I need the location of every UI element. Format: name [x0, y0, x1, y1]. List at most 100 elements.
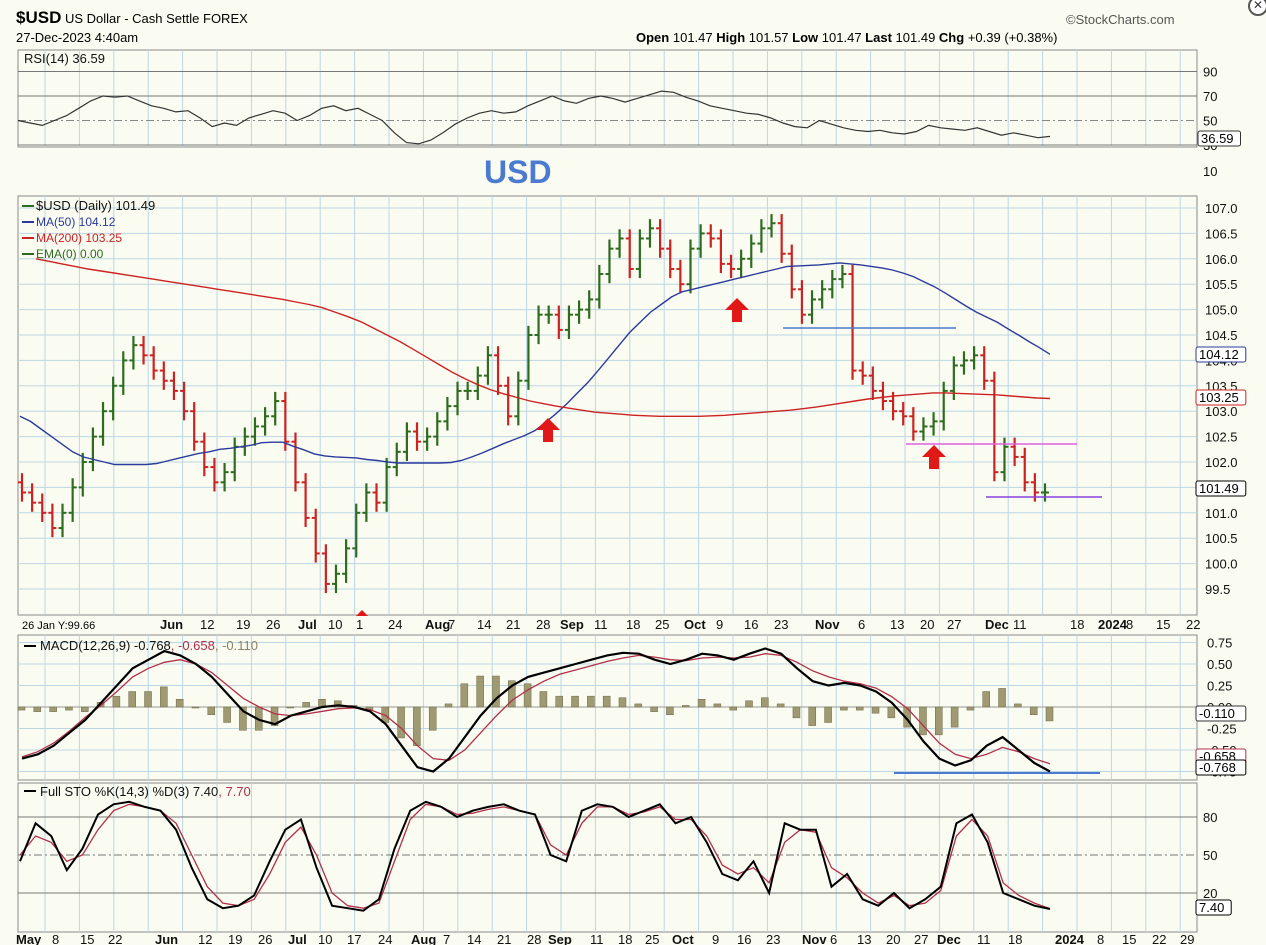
ma50-line [19, 262, 1051, 466]
macd-histogram-bar [175, 699, 184, 708]
macd-histogram-bar [666, 706, 674, 715]
macd-histogram-bar [476, 675, 484, 708]
price-last-tag-box [1195, 480, 1247, 497]
price-tick-label: 102.5 [1205, 430, 1238, 445]
x-tick-label: 20 [920, 617, 934, 632]
macd-histogram-bar [81, 706, 89, 712]
sto-legend: Full STO %K(14,3) %D(3) 7.40, 7.70 [40, 784, 251, 799]
rsi-tick-label: 10 [1203, 164, 1217, 179]
price-legend-2: MA(200) 103.25 [36, 231, 122, 245]
close-icon[interactable]: ✕ [1248, 0, 1266, 16]
price-tick-label: 100.0 [1205, 557, 1238, 572]
macd-histogram-bar [587, 695, 595, 708]
x-tick-label: 22 [1186, 617, 1200, 632]
date-tag: 26 Jan Y:99.66 [22, 620, 95, 632]
x-tick-label: Aug [425, 617, 450, 632]
sto-last-tag-box [1195, 899, 1232, 916]
price-legend-1: MA(50) 104.12 [36, 215, 116, 229]
bottom-x-tick-label: 25 [645, 932, 659, 945]
x-axis-strip [18, 616, 1197, 634]
macd-histogram-bar [191, 706, 200, 709]
x-tick-label: Jun [160, 617, 183, 632]
price-tick-label: 106.5 [1205, 226, 1238, 241]
chg-value: +0.39 (+0.38%) [967, 30, 1058, 45]
last-value: 101.49 [895, 30, 936, 45]
x-tick-label: 8 [1126, 617, 1133, 632]
sto-tick-label: 50 [1203, 848, 1217, 863]
macd-histogram-bar [887, 706, 896, 719]
macd-tick-label: 0.25 [1207, 679, 1232, 694]
bottom-x-tick-label: 14 [467, 932, 481, 945]
macd-tick-label: 0.50 [1207, 657, 1232, 672]
bottom-x-tick-label: 26 [258, 932, 272, 945]
macd-histogram-bar [160, 686, 168, 708]
macd-histogram-bar [761, 697, 769, 708]
macd-histogram-bar [855, 706, 864, 711]
macd-histogram-bar [982, 691, 990, 708]
bottom-x-tick-label: 24 [378, 932, 392, 945]
macd-histogram-bar [950, 706, 959, 728]
bottom-x-tick-label: 23 [766, 932, 780, 945]
last-label: Last [865, 30, 892, 45]
x-tick-label: 6 [858, 617, 865, 632]
macd-line [21, 647, 1051, 773]
x-tick-label: 10 [328, 617, 342, 632]
macd-histogram-bar [919, 706, 927, 736]
x-tick-label: 13 [890, 617, 904, 632]
bottom-x-tick-label: 7 [443, 932, 450, 945]
bottom-x-tick-label: 27 [914, 932, 928, 945]
open-value: 101.47 [672, 30, 713, 45]
rsi-last-tag: 36.59 [1201, 131, 1234, 146]
macd-histogram-bar [1045, 706, 1054, 722]
macd-histogram-bar [444, 703, 453, 708]
bottom-x-tick-label: Oct [672, 932, 694, 945]
ma200-last-tag: 103.25 [1199, 390, 1239, 405]
macd-histogram-bar [935, 706, 943, 736]
macd-histogram-bar [1029, 706, 1038, 715]
rsi-tick-label: 70 [1203, 89, 1217, 104]
x-tick-label: 9 [716, 617, 723, 632]
bottom-x-tick-label: 13 [857, 932, 871, 945]
bottom-x-tick-label: 22 [1152, 932, 1166, 945]
macd-histogram-bar [239, 706, 247, 731]
x-tick-label: 11 [594, 617, 608, 632]
macd-histogram-bar [792, 706, 801, 719]
macd-histogram-bar [539, 691, 548, 708]
x-tick-label: Jul [298, 617, 317, 632]
bottom-x-tick-label: 18 [1008, 932, 1022, 945]
price-last-tag: 101.49 [1199, 481, 1239, 496]
x-tick-label: Oct [684, 617, 706, 632]
x-tick-label: Dec [985, 617, 1009, 632]
high-label: High [716, 30, 746, 45]
macd-histogram-bar [871, 706, 880, 714]
x-tick-label: 14 [477, 617, 491, 632]
x-tick-label: 2024 [1098, 617, 1128, 632]
macd-histogram-bar [1014, 703, 1022, 708]
x-tick-label: 16 [744, 617, 758, 632]
macd-legend: MACD(12,26,9) -0.768, -0.658, -0.110 [40, 638, 258, 653]
x-tick-label: 27 [947, 617, 961, 632]
bottom-x-tick-label: 11 [977, 932, 991, 945]
red-arrow-icon [922, 445, 946, 469]
rsi-line [17, 90, 1051, 145]
x-tick-label: 28 [536, 617, 550, 632]
macd-histogram-bar [128, 691, 136, 708]
macd-histogram-bar [602, 695, 611, 708]
macd-histogram-bar [618, 697, 627, 708]
macd-legend-signal: , -0.658 [171, 638, 215, 653]
macd-histogram-bar [634, 703, 643, 708]
price-tick-label: 106.0 [1205, 252, 1238, 267]
rsi-last-tag-box [1197, 130, 1241, 147]
ma200-last-tag-box [1195, 389, 1247, 406]
macd-histogram-bar [460, 683, 469, 708]
bottom-x-tick-label: 2024 [1055, 932, 1085, 945]
brand-logo: ©StockCharts.com [1066, 12, 1175, 27]
bottom-x-tick-label: 15 [1122, 932, 1136, 945]
bottom-x-tick-label: 8 [1097, 932, 1104, 945]
sto-tick-label: 20 [1203, 886, 1217, 901]
macd-histogram-bar [998, 688, 1006, 708]
price-tick-label: 105.0 [1205, 303, 1238, 318]
panel-rsi [17, 49, 1198, 148]
sto-k-line [19, 800, 1051, 912]
macd-histogram-bar [223, 706, 231, 723]
